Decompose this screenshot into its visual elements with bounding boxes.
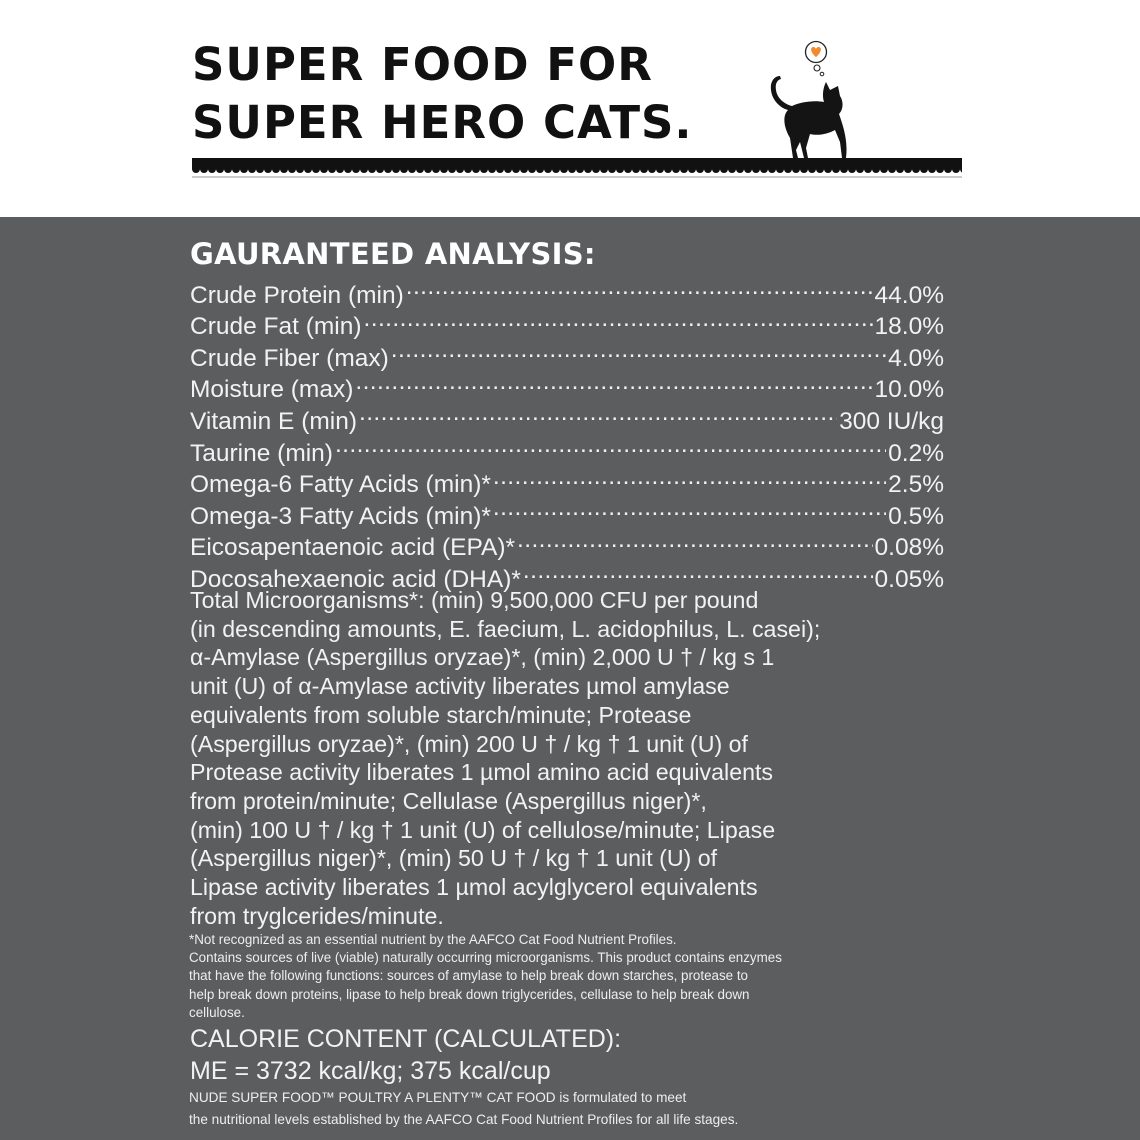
analysis-label: Omega-6 Fatty Acids (min)* <box>190 471 491 499</box>
microorganisms-line: Total Microorganisms*: (min) 9,500,000 C… <box>190 587 759 613</box>
analysis-table: Crude Protein (min)44.0%Crude Fat (min)1… <box>190 271 944 593</box>
microorganisms-line: Lipase activity liberates 1 µmol acylgly… <box>190 874 758 901</box>
dot-leader <box>493 492 886 524</box>
footer-statement: NUDE SUPER FOOD™ POULTRY A PLENTY™ CAT F… <box>189 1087 738 1131</box>
microorganisms-line: (Aspergillus niger)*, (min) 50 U † / kg … <box>190 845 718 872</box>
analysis-value: 0.05% <box>874 565 944 593</box>
analysis-row: Vitamin E (min)300 IU/kg <box>190 397 944 435</box>
fine-print-line: that have the following functions: sourc… <box>189 968 749 984</box>
calorie-title: CALORIE CONTENT (CALCULATED): <box>190 1025 622 1053</box>
cat-silhouette-icon <box>770 40 847 158</box>
analysis-row: Eicosapentaenoic acid (EPA)* 0.08% <box>190 524 944 562</box>
decorative-border <box>192 158 962 178</box>
analysis-label: Eicosapentaenoic acid (EPA)* <box>190 534 516 562</box>
analysis-label: Vitamin E (min) <box>190 407 358 435</box>
analysis-label: Taurine (min) <box>190 439 333 467</box>
fine-print-line: *Not recognized as an essential nutrient… <box>189 932 677 947</box>
microorganisms-line: (in descending amounts, E. faecium, L. a… <box>190 615 821 642</box>
calorie-value: ME = 3732 kcal/kg; 375 kcal/cup <box>190 1057 551 1085</box>
analysis-value: 0.08% <box>874 534 944 562</box>
dot-leader <box>391 334 886 366</box>
analysis-label: Crude Fat (min) <box>190 313 362 341</box>
headline-line-2: SUPER HERO CATS. <box>192 96 693 149</box>
analysis-row: Moisture (max) 10.0% <box>190 366 944 404</box>
analysis-label: Docosahexaenoic acid (DHA)* <box>190 565 521 593</box>
fine-print-line: help break down proteins, lipase to help… <box>189 986 750 1002</box>
analysis-value: 10.0% <box>874 376 944 404</box>
microorganisms-line: α-Amylase (Aspergillus oryzae)*, (min) 2… <box>190 644 775 671</box>
analysis-row: Omega-3 Fatty Acids (min)* 0.5% <box>190 492 944 530</box>
microorganisms-line: (min) 100 U † / kg † 1 unit (U) of cellu… <box>190 816 776 843</box>
analysis-row: Docosahexaenoic acid (DHA)* 0.05% <box>190 555 944 593</box>
dot-leader <box>493 461 886 493</box>
analysis-row: Taurine (min) 0.2% <box>190 429 944 467</box>
microorganisms-line: Protease activity liberates 1 µmol amino… <box>190 759 774 786</box>
microorganisms-line: unit (U) of α-Amylase activity liberates… <box>190 673 730 700</box>
analysis-row: Omega-6 Fatty Acids (min)* 2.5% <box>190 461 944 499</box>
analysis-value: 2.5% <box>888 471 944 499</box>
fine-print-line: Contains sources of live (viable) natura… <box>189 950 782 966</box>
dot-leader <box>364 303 873 335</box>
footer-line: the nutritional levels established by th… <box>189 1112 739 1127</box>
nutrition-panel: GAURANTEED ANALYSIS: Crude Protein (min)… <box>0 217 1140 1140</box>
analysis-row: Crude Protein (min)44.0% <box>190 271 944 309</box>
headline-line-1: SUPER FOOD FOR <box>192 38 653 91</box>
analysis-value: 44.0% <box>874 281 944 309</box>
analysis-label: Omega-3 Fatty Acids (min)* <box>190 502 491 530</box>
dot-leader <box>517 524 872 556</box>
analysis-row: Crude Fiber (max)4.0% <box>190 334 944 372</box>
microorganisms-line: from protein/minute; Cellulase (Aspergil… <box>190 787 707 814</box>
footer-line: NUDE SUPER FOOD™ POULTRY A PLENTY™ CAT F… <box>189 1090 687 1105</box>
dot-leader <box>406 271 873 303</box>
microorganisms-text: Total Microorganisms*: (min) 9,500,000 C… <box>190 586 910 930</box>
analysis-value: 0.5% <box>888 502 944 530</box>
analysis-title: GAURANTEED ANALYSIS: <box>190 237 596 271</box>
microorganisms-line: equivalents from soluble starch/minute; … <box>190 701 692 728</box>
dot-leader <box>523 555 873 587</box>
header-section: SUPER FOOD FOR SUPER HERO CATS. <box>0 0 1140 217</box>
dot-leader <box>355 366 872 398</box>
heart-thought-bubble-icon <box>804 40 828 77</box>
analysis-label: Moisture (max) <box>190 376 354 404</box>
dot-leader <box>359 397 837 429</box>
fine-print-line: cellulose. <box>189 1004 245 1020</box>
fine-print: *Not recognized as an essential nutrient… <box>189 931 949 1022</box>
analysis-row: Crude Fat (min)18.0% <box>190 303 944 341</box>
analysis-value: 4.0% <box>888 344 944 372</box>
microorganisms-line: (Aspergillus oryzae)*, (min) 200 U † / k… <box>190 730 748 757</box>
microorganisms-line: from tryglcerides/minute. <box>190 902 444 929</box>
analysis-value: 0.2% <box>888 439 944 467</box>
headline: SUPER FOOD FOR SUPER HERO CATS. <box>192 36 693 152</box>
dot-leader <box>335 429 886 461</box>
